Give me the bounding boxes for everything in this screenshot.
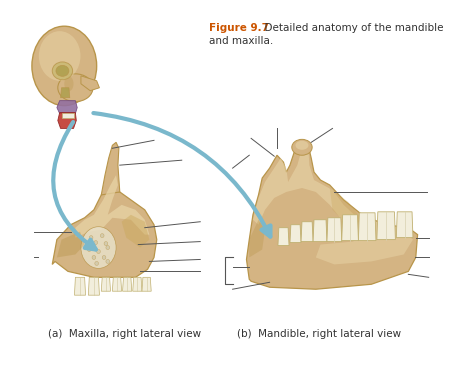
Text: Detailed anatomy of the mandible: Detailed anatomy of the mandible — [257, 23, 443, 33]
Ellipse shape — [39, 31, 81, 81]
Polygon shape — [62, 113, 74, 118]
Ellipse shape — [94, 241, 98, 244]
Text: (b)  Mandible, right lateral view: (b) Mandible, right lateral view — [237, 329, 401, 339]
Ellipse shape — [56, 65, 69, 76]
Polygon shape — [122, 215, 149, 247]
Text: (a)  Maxilla, right lateral view: (a) Maxilla, right lateral view — [47, 329, 201, 339]
Polygon shape — [342, 215, 358, 241]
Polygon shape — [330, 188, 362, 228]
Polygon shape — [74, 277, 85, 295]
Polygon shape — [123, 277, 132, 291]
Polygon shape — [57, 101, 77, 113]
Polygon shape — [81, 76, 100, 91]
Ellipse shape — [292, 140, 312, 155]
Polygon shape — [133, 277, 142, 291]
Polygon shape — [313, 220, 327, 241]
Ellipse shape — [92, 256, 96, 259]
Polygon shape — [253, 148, 357, 225]
Ellipse shape — [102, 256, 106, 259]
Polygon shape — [142, 277, 151, 291]
Text: and maxilla.: and maxilla. — [210, 36, 274, 46]
Polygon shape — [88, 277, 100, 295]
Polygon shape — [316, 218, 413, 264]
Polygon shape — [58, 113, 76, 128]
Ellipse shape — [95, 262, 99, 265]
Polygon shape — [101, 277, 110, 291]
Ellipse shape — [87, 247, 91, 251]
Polygon shape — [246, 142, 418, 289]
Ellipse shape — [106, 259, 109, 263]
Polygon shape — [61, 88, 70, 98]
Polygon shape — [278, 228, 289, 246]
Polygon shape — [377, 212, 395, 240]
Ellipse shape — [104, 241, 108, 246]
Ellipse shape — [89, 235, 93, 240]
Polygon shape — [249, 220, 265, 257]
Polygon shape — [75, 175, 149, 238]
Polygon shape — [327, 218, 342, 241]
Polygon shape — [290, 225, 301, 243]
Ellipse shape — [295, 141, 309, 150]
Text: Figure 9.7: Figure 9.7 — [210, 23, 270, 33]
Polygon shape — [358, 213, 376, 241]
Ellipse shape — [58, 74, 93, 102]
Ellipse shape — [100, 234, 104, 238]
Polygon shape — [112, 277, 122, 291]
Polygon shape — [301, 222, 313, 241]
Polygon shape — [57, 232, 85, 257]
Polygon shape — [52, 190, 157, 277]
Polygon shape — [396, 212, 413, 238]
Ellipse shape — [81, 227, 116, 268]
Ellipse shape — [52, 62, 73, 80]
Ellipse shape — [97, 250, 100, 253]
Ellipse shape — [64, 76, 73, 91]
Ellipse shape — [106, 246, 109, 250]
Ellipse shape — [32, 26, 97, 106]
Polygon shape — [101, 142, 120, 195]
